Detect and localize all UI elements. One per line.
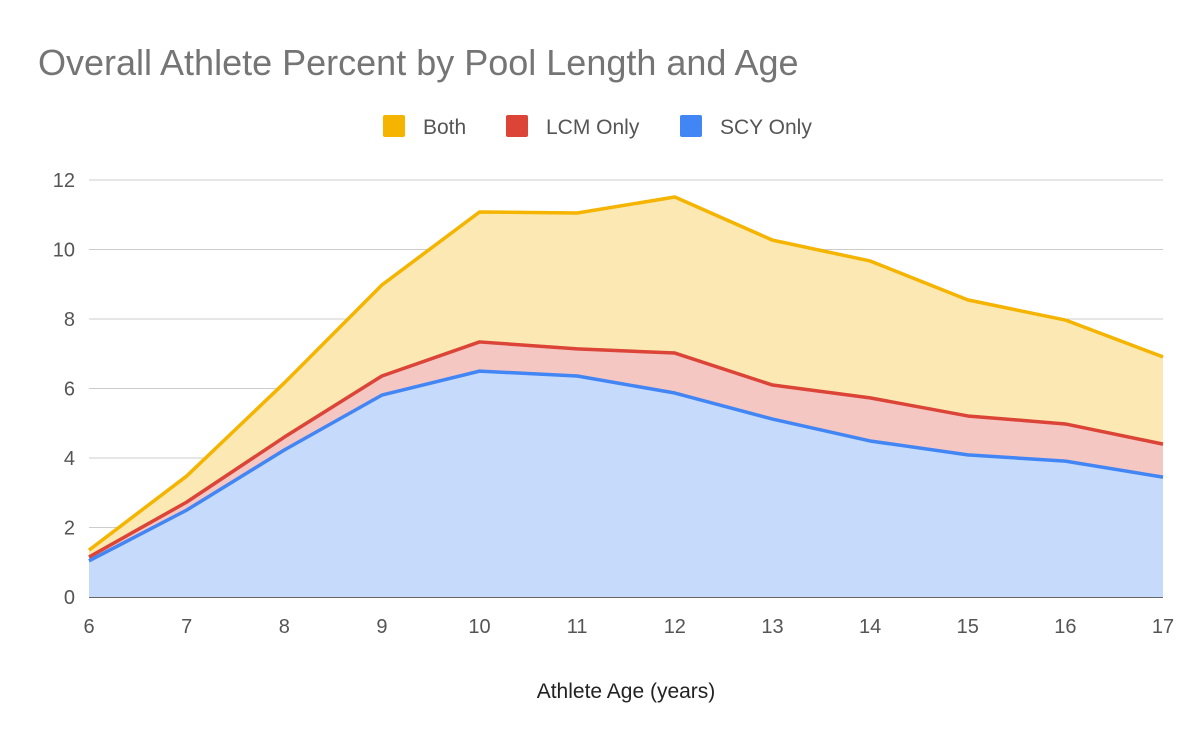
y-tick-label: 12: [53, 170, 75, 192]
legend-label: LCM Only: [546, 116, 640, 139]
area-both: [89, 197, 1163, 558]
area-lcm-only: [89, 341, 1163, 561]
area-scy-only: [89, 371, 1163, 597]
legend-swatch: [383, 115, 405, 137]
y-tick-label: 4: [64, 448, 75, 470]
x-tick-label: 9: [376, 616, 387, 638]
x-tick-label: 12: [664, 616, 686, 638]
x-tick-label: 17: [1152, 616, 1174, 638]
x-axis-ticks: 6 7 8 9 10 11 12 13 14 15 16 17: [83, 616, 1174, 638]
legend-label: Both: [423, 116, 466, 139]
legend: Both LCM Only SCY Only: [383, 115, 812, 139]
legend-swatch: [680, 115, 702, 137]
x-tick-label: 7: [181, 616, 192, 638]
x-tick-label: 8: [279, 616, 290, 638]
x-axis-label: Athlete Age (years): [537, 680, 716, 703]
line-both: [87, 195, 1164, 552]
x-tick-label: 13: [761, 616, 783, 638]
series-lines: [87, 195, 1164, 563]
x-tick-label: 16: [1054, 616, 1076, 638]
x-tick-label: 10: [468, 616, 490, 638]
y-tick-label: 10: [53, 240, 75, 262]
line-scy-only: [88, 369, 1164, 563]
x-tick-label: 11: [567, 616, 588, 638]
x-tick-label: 14: [859, 616, 881, 638]
x-tick-label: 15: [957, 616, 979, 638]
y-tick-label: 8: [64, 309, 75, 331]
legend-swatch: [506, 115, 528, 137]
areas: [89, 197, 1163, 597]
line-lcm-only: [88, 340, 1164, 559]
legend-label: SCY Only: [720, 116, 812, 139]
y-axis-ticks: 0 2 4 6 8 10 12: [53, 170, 75, 609]
y-tick-label: 2: [64, 518, 75, 540]
chart-title: Overall Athlete Percent by Pool Length a…: [38, 42, 799, 83]
y-tick-label: 6: [64, 379, 75, 401]
x-tick-label: 6: [83, 616, 94, 638]
y-tick-label: 0: [64, 587, 75, 609]
